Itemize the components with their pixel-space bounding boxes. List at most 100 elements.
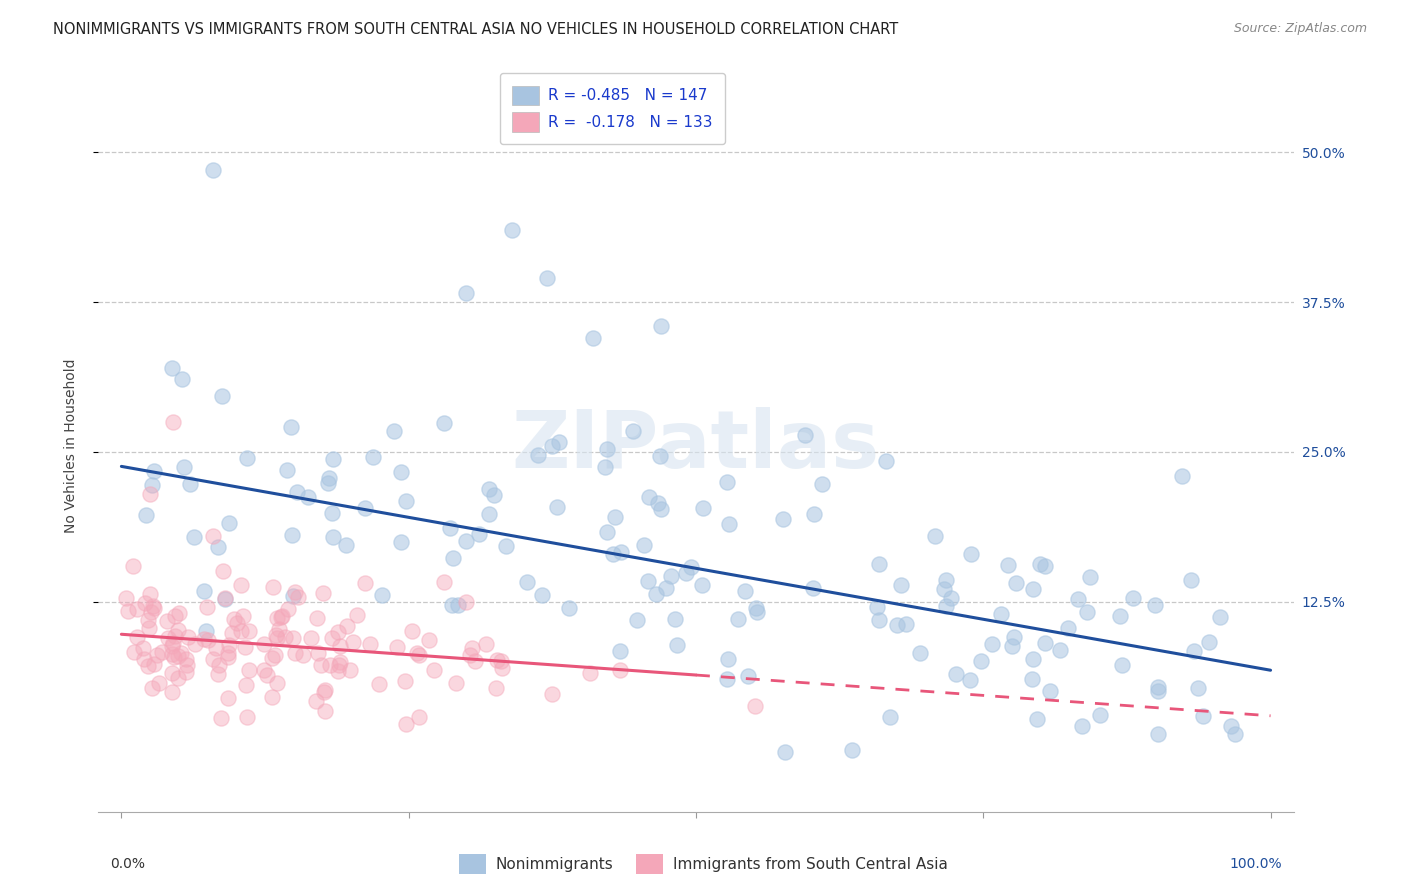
Point [252, 637, 274, 651]
Point [1029, 557, 1052, 571]
Point [209, 711, 232, 725]
Point [1143, 599, 1166, 613]
Point [236, 710, 259, 724]
Point [353, 500, 375, 515]
Point [274, 631, 297, 645]
Point [160, 360, 183, 375]
Point [166, 649, 188, 664]
Point [501, 223, 523, 237]
Point [328, 658, 350, 673]
Point [484, 487, 506, 501]
Point [139, 487, 162, 501]
Point [224, 612, 246, 626]
Point [202, 529, 225, 543]
Point [195, 600, 218, 615]
Point [160, 665, 183, 680]
Point [879, 709, 901, 723]
Point [122, 645, 145, 659]
Point [132, 652, 155, 666]
Point [236, 450, 259, 465]
Point [184, 637, 207, 651]
Y-axis label: No Vehicles in Household: No Vehicles in Household [63, 359, 77, 533]
Point [179, 477, 201, 491]
Point [368, 677, 391, 691]
Point [1171, 468, 1194, 483]
Point [716, 475, 738, 490]
Point [277, 602, 299, 616]
Point [389, 535, 412, 549]
Point [939, 591, 962, 605]
Point [266, 632, 288, 646]
Point [125, 602, 148, 616]
Point [602, 547, 624, 561]
Point [385, 640, 408, 654]
Point [280, 420, 302, 434]
Text: 0.0%: 0.0% [110, 857, 145, 871]
Point [281, 528, 304, 542]
Point [359, 636, 381, 650]
Point [447, 598, 470, 612]
Point [167, 606, 190, 620]
Point [1209, 610, 1232, 624]
Point [866, 599, 889, 614]
Point [339, 663, 361, 677]
Point [235, 678, 257, 692]
Point [1033, 558, 1056, 573]
Point [626, 613, 648, 627]
Point [267, 622, 290, 636]
Point [516, 575, 538, 590]
Point [1122, 591, 1144, 605]
Point [868, 557, 890, 571]
Point [264, 648, 287, 662]
Point [292, 648, 315, 662]
Point [1002, 630, 1025, 644]
Point [314, 704, 336, 718]
Point [650, 319, 672, 334]
Point [270, 610, 292, 624]
Point [309, 658, 332, 673]
Point [406, 646, 429, 660]
Point [262, 690, 284, 704]
Point [1198, 635, 1220, 649]
Point [160, 647, 183, 661]
Point [610, 544, 633, 558]
Point [868, 613, 890, 627]
Point [1180, 573, 1202, 587]
Point [546, 500, 568, 514]
Point [135, 508, 157, 522]
Point [174, 652, 197, 666]
Legend: Nonimmigrants, Immigrants from South Central Asia: Nonimmigrants, Immigrants from South Cen… [453, 848, 953, 880]
Point [638, 491, 661, 505]
Point [717, 516, 740, 531]
Point [727, 612, 749, 626]
Point [548, 435, 571, 450]
Text: Source: ZipAtlas.com: Source: ZipAtlas.com [1233, 22, 1367, 36]
Point [256, 668, 278, 682]
Point [329, 640, 352, 654]
Point [690, 577, 713, 591]
Point [801, 581, 824, 595]
Point [218, 638, 240, 652]
Point [335, 538, 357, 552]
Point [454, 533, 477, 548]
Point [233, 640, 256, 654]
Point [284, 585, 307, 599]
Point [1078, 570, 1101, 584]
Point [328, 624, 350, 639]
Point [195, 624, 218, 639]
Point [322, 530, 344, 544]
Point [474, 637, 496, 651]
Point [1111, 657, 1133, 672]
Point [238, 663, 260, 677]
Point [264, 627, 287, 641]
Point [1187, 681, 1209, 696]
Point [491, 661, 513, 675]
Point [146, 648, 169, 662]
Point [716, 673, 738, 687]
Point [970, 654, 993, 668]
Point [1021, 652, 1043, 666]
Point [217, 646, 239, 660]
Point [1076, 605, 1098, 619]
Point [165, 629, 187, 643]
Point [176, 658, 198, 673]
